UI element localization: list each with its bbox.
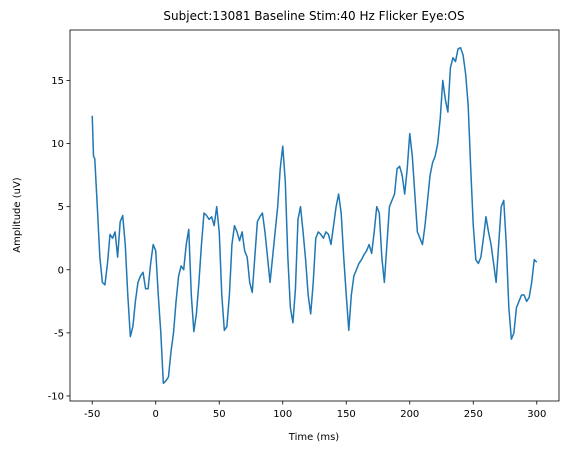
y-tick-label: 10 [51,139,64,150]
y-tick-label: -5 [54,328,64,339]
y-tick-label: 5 [58,202,64,213]
x-tick-label: 50 [213,409,226,420]
x-tick-label: 100 [273,409,292,420]
x-tick-label: 200 [400,409,419,420]
axes-frame [69,29,560,402]
y-axis-label: Amplitude (uV) [12,177,23,253]
x-tick-label: -50 [84,409,100,420]
x-tick-label: 0 [153,409,159,420]
data-line [91,46,538,385]
y-tick-label: 0 [58,265,64,276]
chart-title: Subject:13081 Baseline Stim:40 Hz Flicke… [163,9,464,23]
y-tick-label: 15 [51,76,64,87]
x-tick-label: 300 [527,409,546,420]
x-axis-label: Time (ms) [288,432,340,443]
y-tick-label: -10 [48,391,64,402]
x-tick-label: 150 [337,409,356,420]
x-tick-label: 250 [464,409,483,420]
